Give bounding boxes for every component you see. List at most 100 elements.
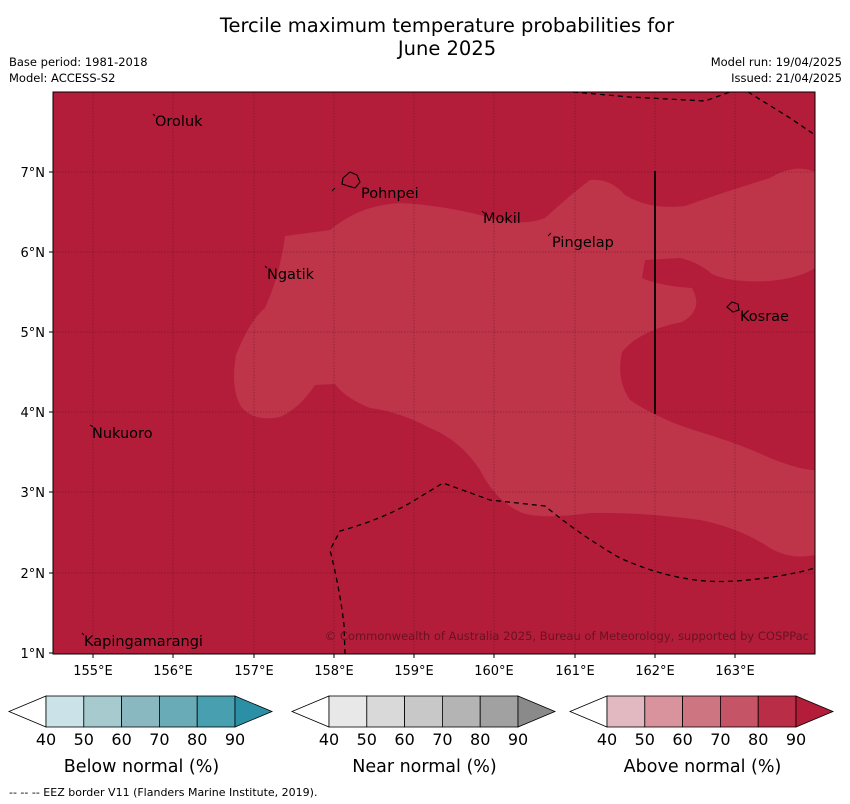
place-label-nukuoro: Nukuoro — [92, 426, 153, 442]
colorbar-near-segment-70 — [441, 695, 481, 728]
colorbar-below-segment-80 — [196, 695, 236, 728]
pingelap-islet-mark — [547, 232, 552, 237]
y-tick-labels: 1°N 2°N 3°N 4°N 5°N 6°N 7°N — [21, 166, 46, 662]
colorbar-above-segment-60 — [682, 695, 721, 728]
chart-title: Tercile maximum temperature probabilitie… — [0, 14, 850, 60]
colorbar-above-tick-90: 90 — [786, 730, 806, 749]
place-labels: Oroluk Pohnpei Mokil Pingelap Ngatik Kos… — [84, 114, 789, 650]
x-tick-label-160: 160°E — [474, 664, 514, 679]
colorbar-below-tick-80: 80 — [187, 730, 207, 749]
colorbar-below-tick-90: 90 — [225, 730, 245, 749]
model-name: Model: ACCESS-S2 — [9, 71, 116, 85]
x-tick-label-161: 161°E — [555, 664, 595, 679]
y-tick-label-5: 5°N — [21, 326, 46, 341]
map-frame — [52, 91, 816, 655]
pohnpei-island-outline — [341, 171, 361, 189]
colorbar-above-tick-50: 50 — [635, 730, 655, 749]
colorbar-above-tick-80: 80 — [748, 730, 768, 749]
meta-left: Base period: 1981-2018 Model: ACCESS-S2 — [9, 54, 148, 86]
above-normal-70-80-area — [234, 168, 815, 557]
colorbar-below-segment-60 — [121, 695, 160, 728]
y-tick-label-6: 6°N — [21, 246, 46, 261]
x-tick-labels: 155°E 156°E 157°E 158°E 159°E 160°E 161°… — [73, 664, 755, 679]
colorbar-near-label: Near normal (%) — [352, 757, 497, 777]
y-tick-label-2: 2°N — [21, 567, 46, 582]
colorbar-below-tick-70: 70 — [149, 730, 169, 749]
issued-date: Issued: 21/04/2025 — [731, 71, 842, 85]
x-tick-label-157: 157°E — [234, 664, 274, 679]
colorbar-near-segment-40 — [328, 695, 368, 728]
colorbar-above-tick-40: 40 — [597, 730, 617, 749]
y-tick-label-1: 1°N — [21, 647, 46, 662]
colorbar-near-segment-60 — [404, 695, 443, 728]
base-period: Base period: 1981-2018 — [9, 55, 148, 69]
kosrae-island-outline — [726, 301, 740, 313]
colorbar-above-segment-40 — [606, 695, 646, 728]
colorbar-below-low-extension — [7, 695, 47, 728]
colorbar-near-high-extension — [517, 695, 557, 728]
colorbar-near: 40 50 60 70 80 90 Near normal (%) — [290, 695, 557, 777]
colorbar-below-tick-40: 40 — [36, 730, 56, 749]
x-tick-label-155: 155°E — [73, 664, 113, 679]
colorbar-above-segment-80 — [757, 695, 797, 728]
axis-tick-marks — [49, 171, 736, 658]
x-tick-label-162: 162°E — [635, 664, 675, 679]
colorbar-above-low-extension — [568, 695, 608, 728]
colorbar-near-segment-50 — [366, 695, 405, 728]
model-run: Model run: 19/04/2025 — [710, 55, 842, 69]
colorbar-below-tick-50: 50 — [74, 730, 94, 749]
colorbar-near-tick-50: 50 — [357, 730, 377, 749]
colorbar-near-low-extension — [290, 695, 330, 728]
colorbar-below-tick-60: 60 — [111, 730, 131, 749]
ngatik-islet-mark — [264, 265, 268, 269]
eez-borders — [329, 91, 816, 655]
place-label-kapingamarangi: Kapingamarangi — [84, 634, 203, 650]
nukuoro-islet-mark — [89, 424, 94, 428]
title-line-1: Tercile maximum temperature probabilitie… — [219, 14, 675, 37]
place-label-kosrae: Kosrae — [740, 309, 789, 325]
title-line-2: June 2025 — [397, 37, 497, 60]
colorbar-below-segment-50 — [83, 695, 123, 728]
colorbar-near-tick-40: 40 — [319, 730, 339, 749]
colorbar-above-tick-60: 60 — [672, 730, 692, 749]
colorbar-above-tick-70: 70 — [710, 730, 730, 749]
oroluk-islet-mark — [152, 113, 156, 117]
y-tick-label-3: 3°N — [21, 486, 46, 501]
y-tick-label-4: 4°N — [21, 406, 46, 421]
colorbar-above-segment-50 — [644, 695, 683, 728]
place-label-ngatik: Ngatik — [267, 267, 315, 283]
map-panel — [53, 92, 815, 654]
eez-border-south — [329, 482, 816, 655]
colorbar-near-tick-90: 90 — [508, 730, 528, 749]
colorbar-above-label: Above normal (%) — [624, 757, 782, 777]
copyright-notice: © Commonwealth of Australia 2025, Bureau… — [325, 629, 809, 643]
y-tick-label-7: 7°N — [21, 166, 46, 181]
eez-border-northeast — [747, 91, 816, 136]
place-label-mokil: Mokil — [483, 211, 521, 227]
pohnpei-islet-mark — [331, 187, 336, 192]
colorbar-above-segment-70 — [720, 695, 759, 728]
place-label-pingelap: Pingelap — [552, 235, 614, 251]
x-tick-label-156: 156°E — [153, 664, 193, 679]
place-label-oroluk: Oroluk — [155, 114, 203, 130]
x-tick-label-158: 158°E — [314, 664, 354, 679]
colorbar-above-high-extension — [795, 695, 835, 728]
meta-right: Model run: 19/04/2025 Issued: 21/04/2025 — [711, 54, 842, 86]
colorbar-near-tick-60: 60 — [394, 730, 414, 749]
place-label-pohnpei: Pohnpei — [361, 186, 419, 202]
x-tick-label-163: 163°E — [715, 664, 755, 679]
mokil-islet-mark — [481, 210, 485, 214]
graticule — [53, 92, 815, 654]
colorbar-below-high-extension — [234, 695, 274, 728]
colorbar-near-segment-80 — [479, 695, 519, 728]
eez-footnote: -- -- -- EEZ border V11 (Flanders Marine… — [9, 786, 318, 799]
colorbar-below-segment-70 — [158, 695, 198, 728]
colorbar-near-tick-80: 80 — [470, 730, 490, 749]
colorbar-near-tick-70: 70 — [432, 730, 452, 749]
kapingamarangi-islet-mark — [81, 632, 85, 636]
islet-marks — [81, 113, 552, 636]
x-tick-label-159: 159°E — [394, 664, 434, 679]
colorbars: 40 50 60 70 80 90 Below normal (%) 40 50 60 70 80 90… — [7, 695, 835, 777]
